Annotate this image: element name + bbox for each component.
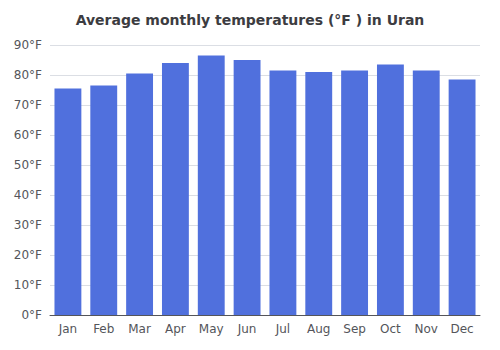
svg-text:20°F: 20°F (14, 248, 42, 262)
svg-text:Sep: Sep (343, 322, 366, 336)
svg-text:60°F: 60°F (14, 128, 42, 142)
svg-text:0°F: 0°F (21, 308, 42, 322)
svg-text:Jan: Jan (58, 322, 78, 336)
svg-text:90°F: 90°F (14, 38, 42, 52)
svg-text:Apr: Apr (165, 322, 186, 336)
svg-text:70°F: 70°F (14, 98, 42, 112)
svg-text:Aug: Aug (307, 322, 330, 336)
svg-text:40°F: 40°F (14, 188, 42, 202)
svg-text:50°F: 50°F (14, 158, 42, 172)
svg-text:80°F: 80°F (14, 68, 42, 82)
svg-text:Mar: Mar (128, 322, 151, 336)
svg-text:Nov: Nov (415, 322, 438, 336)
svg-text:May: May (199, 322, 224, 336)
svg-text:30°F: 30°F (14, 218, 42, 232)
svg-text:Feb: Feb (93, 322, 114, 336)
svg-text:Jun: Jun (237, 322, 257, 336)
svg-text:Jul: Jul (275, 322, 290, 336)
svg-text:10°F: 10°F (14, 278, 42, 292)
svg-text:Dec: Dec (450, 322, 473, 336)
svg-text:Average monthly temperatures (: Average monthly temperatures (°F ) in Ur… (76, 12, 425, 28)
svg-text:Oct: Oct (380, 322, 401, 336)
